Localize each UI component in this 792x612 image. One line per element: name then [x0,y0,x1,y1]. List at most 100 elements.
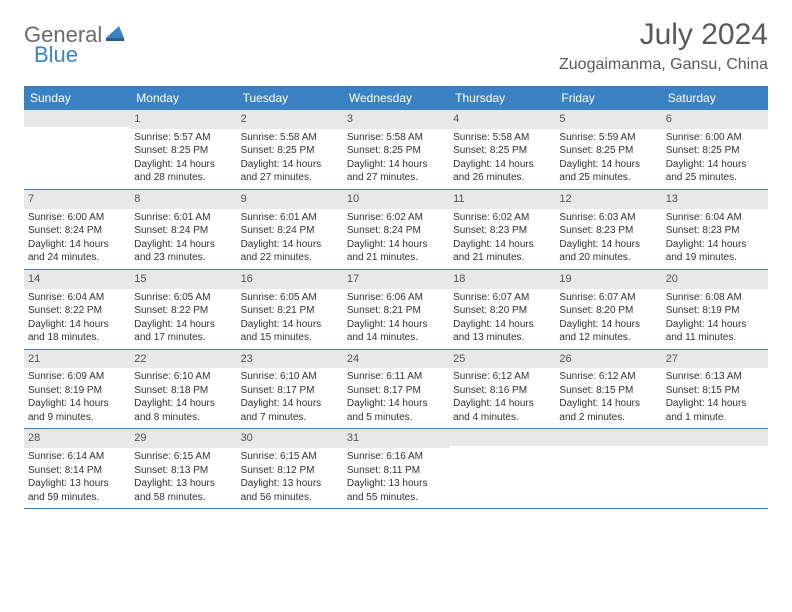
day-cell [555,429,661,508]
weekday-header: Friday [555,86,661,110]
day-number: 28 [24,429,130,448]
day-number: 30 [237,429,343,448]
day-body: Sunrise: 6:03 AMSunset: 8:23 PMDaylight:… [555,209,661,269]
month-title: July 2024 [559,18,768,52]
day-number: 20 [662,270,768,289]
logo-triangle-icon [106,24,128,47]
sunset-text: Sunset: 8:24 PM [241,224,339,238]
daylight-text: Daylight: 14 hours and 22 minutes. [241,238,339,265]
sunrise-text: Sunrise: 6:12 AM [559,370,657,384]
weekday-header: Saturday [662,86,768,110]
weekday-header: Thursday [449,86,555,110]
sunrise-text: Sunrise: 6:08 AM [666,291,764,305]
sunrise-text: Sunrise: 6:09 AM [28,370,126,384]
sunset-text: Sunset: 8:14 PM [28,464,126,478]
sunset-text: Sunset: 8:12 PM [241,464,339,478]
day-number [449,429,555,446]
day-cell: 4Sunrise: 5:58 AMSunset: 8:25 PMDaylight… [449,110,555,189]
day-body: Sunrise: 6:12 AMSunset: 8:16 PMDaylight:… [449,368,555,428]
weekday-header: Monday [130,86,236,110]
day-number: 27 [662,350,768,369]
daylight-text: Daylight: 14 hours and 15 minutes. [241,318,339,345]
day-cell: 10Sunrise: 6:02 AMSunset: 8:24 PMDayligh… [343,190,449,269]
sunrise-text: Sunrise: 6:05 AM [241,291,339,305]
day-cell: 30Sunrise: 6:15 AMSunset: 8:12 PMDayligh… [237,429,343,508]
day-number: 23 [237,350,343,369]
daylight-text: Daylight: 14 hours and 27 minutes. [347,158,445,185]
day-body: Sunrise: 6:04 AMSunset: 8:22 PMDaylight:… [24,289,130,349]
day-number [24,110,130,127]
day-body: Sunrise: 5:58 AMSunset: 8:25 PMDaylight:… [449,129,555,189]
day-cell: 26Sunrise: 6:12 AMSunset: 8:15 PMDayligh… [555,350,661,429]
sunrise-text: Sunrise: 6:06 AM [347,291,445,305]
sunset-text: Sunset: 8:24 PM [28,224,126,238]
day-number: 9 [237,190,343,209]
day-body: Sunrise: 6:10 AMSunset: 8:18 PMDaylight:… [130,368,236,428]
day-number: 21 [24,350,130,369]
day-cell: 3Sunrise: 5:58 AMSunset: 8:25 PMDaylight… [343,110,449,189]
sunrise-text: Sunrise: 6:11 AM [347,370,445,384]
day-body [449,446,555,452]
daylight-text: Daylight: 13 hours and 59 minutes. [28,477,126,504]
day-number: 11 [449,190,555,209]
day-cell: 8Sunrise: 6:01 AMSunset: 8:24 PMDaylight… [130,190,236,269]
sunrise-text: Sunrise: 5:58 AM [453,131,551,145]
day-body: Sunrise: 5:59 AMSunset: 8:25 PMDaylight:… [555,129,661,189]
day-body: Sunrise: 6:10 AMSunset: 8:17 PMDaylight:… [237,368,343,428]
daylight-text: Daylight: 14 hours and 26 minutes. [453,158,551,185]
day-body: Sunrise: 6:02 AMSunset: 8:24 PMDaylight:… [343,209,449,269]
day-number: 16 [237,270,343,289]
sunrise-text: Sunrise: 6:15 AM [134,450,232,464]
day-body: Sunrise: 6:09 AMSunset: 8:19 PMDaylight:… [24,368,130,428]
day-cell: 19Sunrise: 6:07 AMSunset: 8:20 PMDayligh… [555,270,661,349]
day-body: Sunrise: 6:13 AMSunset: 8:15 PMDaylight:… [662,368,768,428]
daylight-text: Daylight: 14 hours and 12 minutes. [559,318,657,345]
sunset-text: Sunset: 8:21 PM [241,304,339,318]
day-number: 26 [555,350,661,369]
day-cell: 16 Sunrise: 6:05 AMSunset: 8:21 PMDayligh… [237,270,343,349]
day-body: Sunrise: 5:57 AMSunset: 8:25 PMDaylight:… [130,129,236,189]
day-body: Sunrise: 6:07 AMSunset: 8:20 PMDaylight:… [449,289,555,349]
daylight-text: Daylight: 14 hours and 5 minutes. [347,397,445,424]
day-number: 10 [343,190,449,209]
daylight-text: Daylight: 14 hours and 2 minutes. [559,397,657,424]
daylight-text: Daylight: 14 hours and 1 minute. [666,397,764,424]
day-body [24,127,130,133]
day-body: Sunrise: 6:08 AMSunset: 8:19 PMDaylight:… [662,289,768,349]
sunset-text: Sunset: 8:25 PM [347,144,445,158]
day-body: Sunrise: 5:58 AMSunset: 8:25 PMDaylight:… [237,129,343,189]
day-body [662,446,768,452]
day-number: 19 [555,270,661,289]
daylight-text: Daylight: 14 hours and 25 minutes. [559,158,657,185]
day-cell: 28Sunrise: 6:14 AMSunset: 8:14 PMDayligh… [24,429,130,508]
location: Zuogaimanma, Gansu, China [559,56,768,74]
weeks-container: 1Sunrise: 5:57 AMSunset: 8:25 PMDaylight… [24,110,768,509]
sunrise-text: Sunrise: 6:10 AM [134,370,232,384]
daylight-text: Daylight: 14 hours and 7 minutes. [241,397,339,424]
day-number: 2 [237,110,343,129]
day-body: Sunrise: 6:04 AMSunset: 8:23 PMDaylight:… [662,209,768,269]
sunrise-text: Sunrise: 6:07 AM [559,291,657,305]
sunrise-text: Sunrise: 6:05 AM [134,291,232,305]
week-row: 28Sunrise: 6:14 AMSunset: 8:14 PMDayligh… [24,429,768,509]
day-cell [662,429,768,508]
sunrise-text: Sunrise: 6:13 AM [666,370,764,384]
header: General July 2024 Zuogaimanma, Gansu, Ch… [24,18,768,74]
daylight-text: Daylight: 14 hours and 9 minutes. [28,397,126,424]
week-row: 14Sunrise: 6:04 AMSunset: 8:22 PMDayligh… [24,270,768,350]
sunrise-text: Sunrise: 6:01 AM [134,211,232,225]
sunset-text: Sunset: 8:17 PM [347,384,445,398]
sunrise-text: Sunrise: 6:15 AM [241,450,339,464]
sunset-text: Sunset: 8:11 PM [347,464,445,478]
sunset-text: Sunset: 8:20 PM [453,304,551,318]
day-number: 14 [24,270,130,289]
day-number: 12 [555,190,661,209]
day-cell: 20Sunrise: 6:08 AMSunset: 8:19 PMDayligh… [662,270,768,349]
sunset-text: Sunset: 8:15 PM [559,384,657,398]
day-number: 7 [24,190,130,209]
day-cell: 15Sunrise: 6:05 AMSunset: 8:22 PMDayligh… [130,270,236,349]
sunrise-text: Sunrise: 6:04 AM [666,211,764,225]
title-block: July 2024 Zuogaimanma, Gansu, China [559,18,768,74]
sunrise-text: Sunrise: 6:04 AM [28,291,126,305]
day-body: Sunrise: 6:12 AMSunset: 8:15 PMDaylight:… [555,368,661,428]
